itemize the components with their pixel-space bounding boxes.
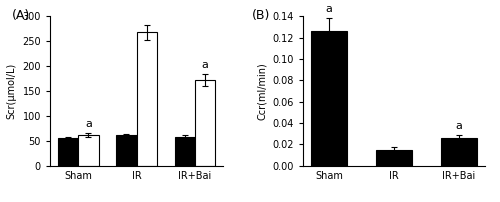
Bar [58,138,78,166]
Y-axis label: Scr(μmol/L): Scr(μmol/L) [7,63,17,119]
Text: (A): (A) [12,9,30,22]
Bar [195,80,216,166]
Bar [441,138,476,166]
Text: (B): (B) [252,9,270,22]
Text: a: a [85,119,92,129]
Bar [312,31,347,166]
Bar [116,135,136,166]
Text: a: a [456,121,462,132]
Bar [376,150,412,166]
Bar [174,137,195,166]
Text: a: a [326,4,332,14]
Text: a: a [202,60,208,70]
Bar [136,32,157,166]
Bar [78,135,98,166]
Y-axis label: Ccr(ml/min): Ccr(ml/min) [257,62,267,120]
